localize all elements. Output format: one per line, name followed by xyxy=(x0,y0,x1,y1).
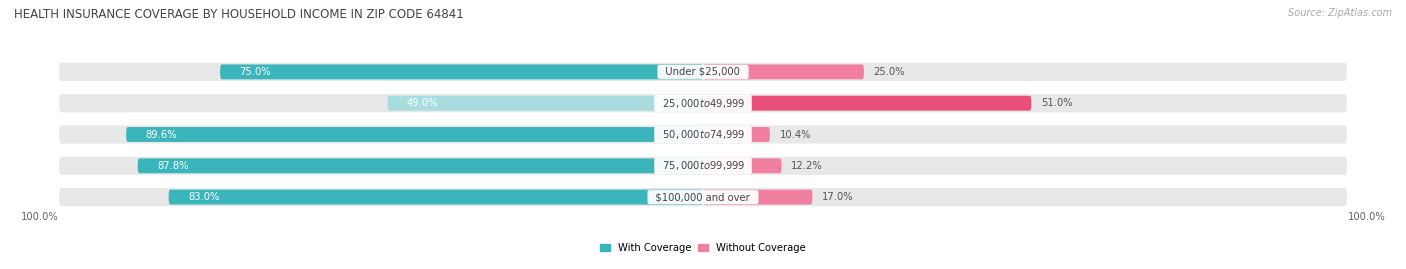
Text: 51.0%: 51.0% xyxy=(1040,98,1073,108)
FancyBboxPatch shape xyxy=(59,63,1347,81)
Text: Source: ZipAtlas.com: Source: ZipAtlas.com xyxy=(1288,8,1392,18)
FancyBboxPatch shape xyxy=(138,158,703,173)
Text: 12.2%: 12.2% xyxy=(792,161,823,171)
Text: HEALTH INSURANCE COVERAGE BY HOUSEHOLD INCOME IN ZIP CODE 64841: HEALTH INSURANCE COVERAGE BY HOUSEHOLD I… xyxy=(14,8,464,21)
Text: $75,000 to $99,999: $75,000 to $99,999 xyxy=(657,159,749,172)
FancyBboxPatch shape xyxy=(127,127,703,142)
Text: $25,000 to $49,999: $25,000 to $49,999 xyxy=(657,97,749,110)
Text: Under $25,000: Under $25,000 xyxy=(659,67,747,77)
Text: 75.0%: 75.0% xyxy=(239,67,271,77)
FancyBboxPatch shape xyxy=(703,158,782,173)
FancyBboxPatch shape xyxy=(59,94,1347,112)
FancyBboxPatch shape xyxy=(59,188,1347,206)
FancyBboxPatch shape xyxy=(169,190,703,204)
Text: 83.0%: 83.0% xyxy=(188,192,219,202)
Text: 49.0%: 49.0% xyxy=(406,98,439,108)
Text: $100,000 and over: $100,000 and over xyxy=(650,192,756,202)
Text: 10.4%: 10.4% xyxy=(779,129,811,140)
FancyBboxPatch shape xyxy=(59,157,1347,175)
Text: 100.0%: 100.0% xyxy=(21,213,58,222)
Text: 17.0%: 17.0% xyxy=(823,192,853,202)
FancyBboxPatch shape xyxy=(703,65,863,79)
FancyBboxPatch shape xyxy=(388,96,703,111)
Text: 25.0%: 25.0% xyxy=(873,67,905,77)
FancyBboxPatch shape xyxy=(703,127,770,142)
FancyBboxPatch shape xyxy=(703,190,813,204)
Legend: With Coverage, Without Coverage: With Coverage, Without Coverage xyxy=(600,243,806,253)
FancyBboxPatch shape xyxy=(221,65,703,79)
Text: 87.8%: 87.8% xyxy=(157,161,188,171)
FancyBboxPatch shape xyxy=(703,96,1032,111)
Text: 89.6%: 89.6% xyxy=(145,129,177,140)
Text: 100.0%: 100.0% xyxy=(1348,213,1385,222)
Text: $50,000 to $74,999: $50,000 to $74,999 xyxy=(657,128,749,141)
FancyBboxPatch shape xyxy=(59,125,1347,144)
